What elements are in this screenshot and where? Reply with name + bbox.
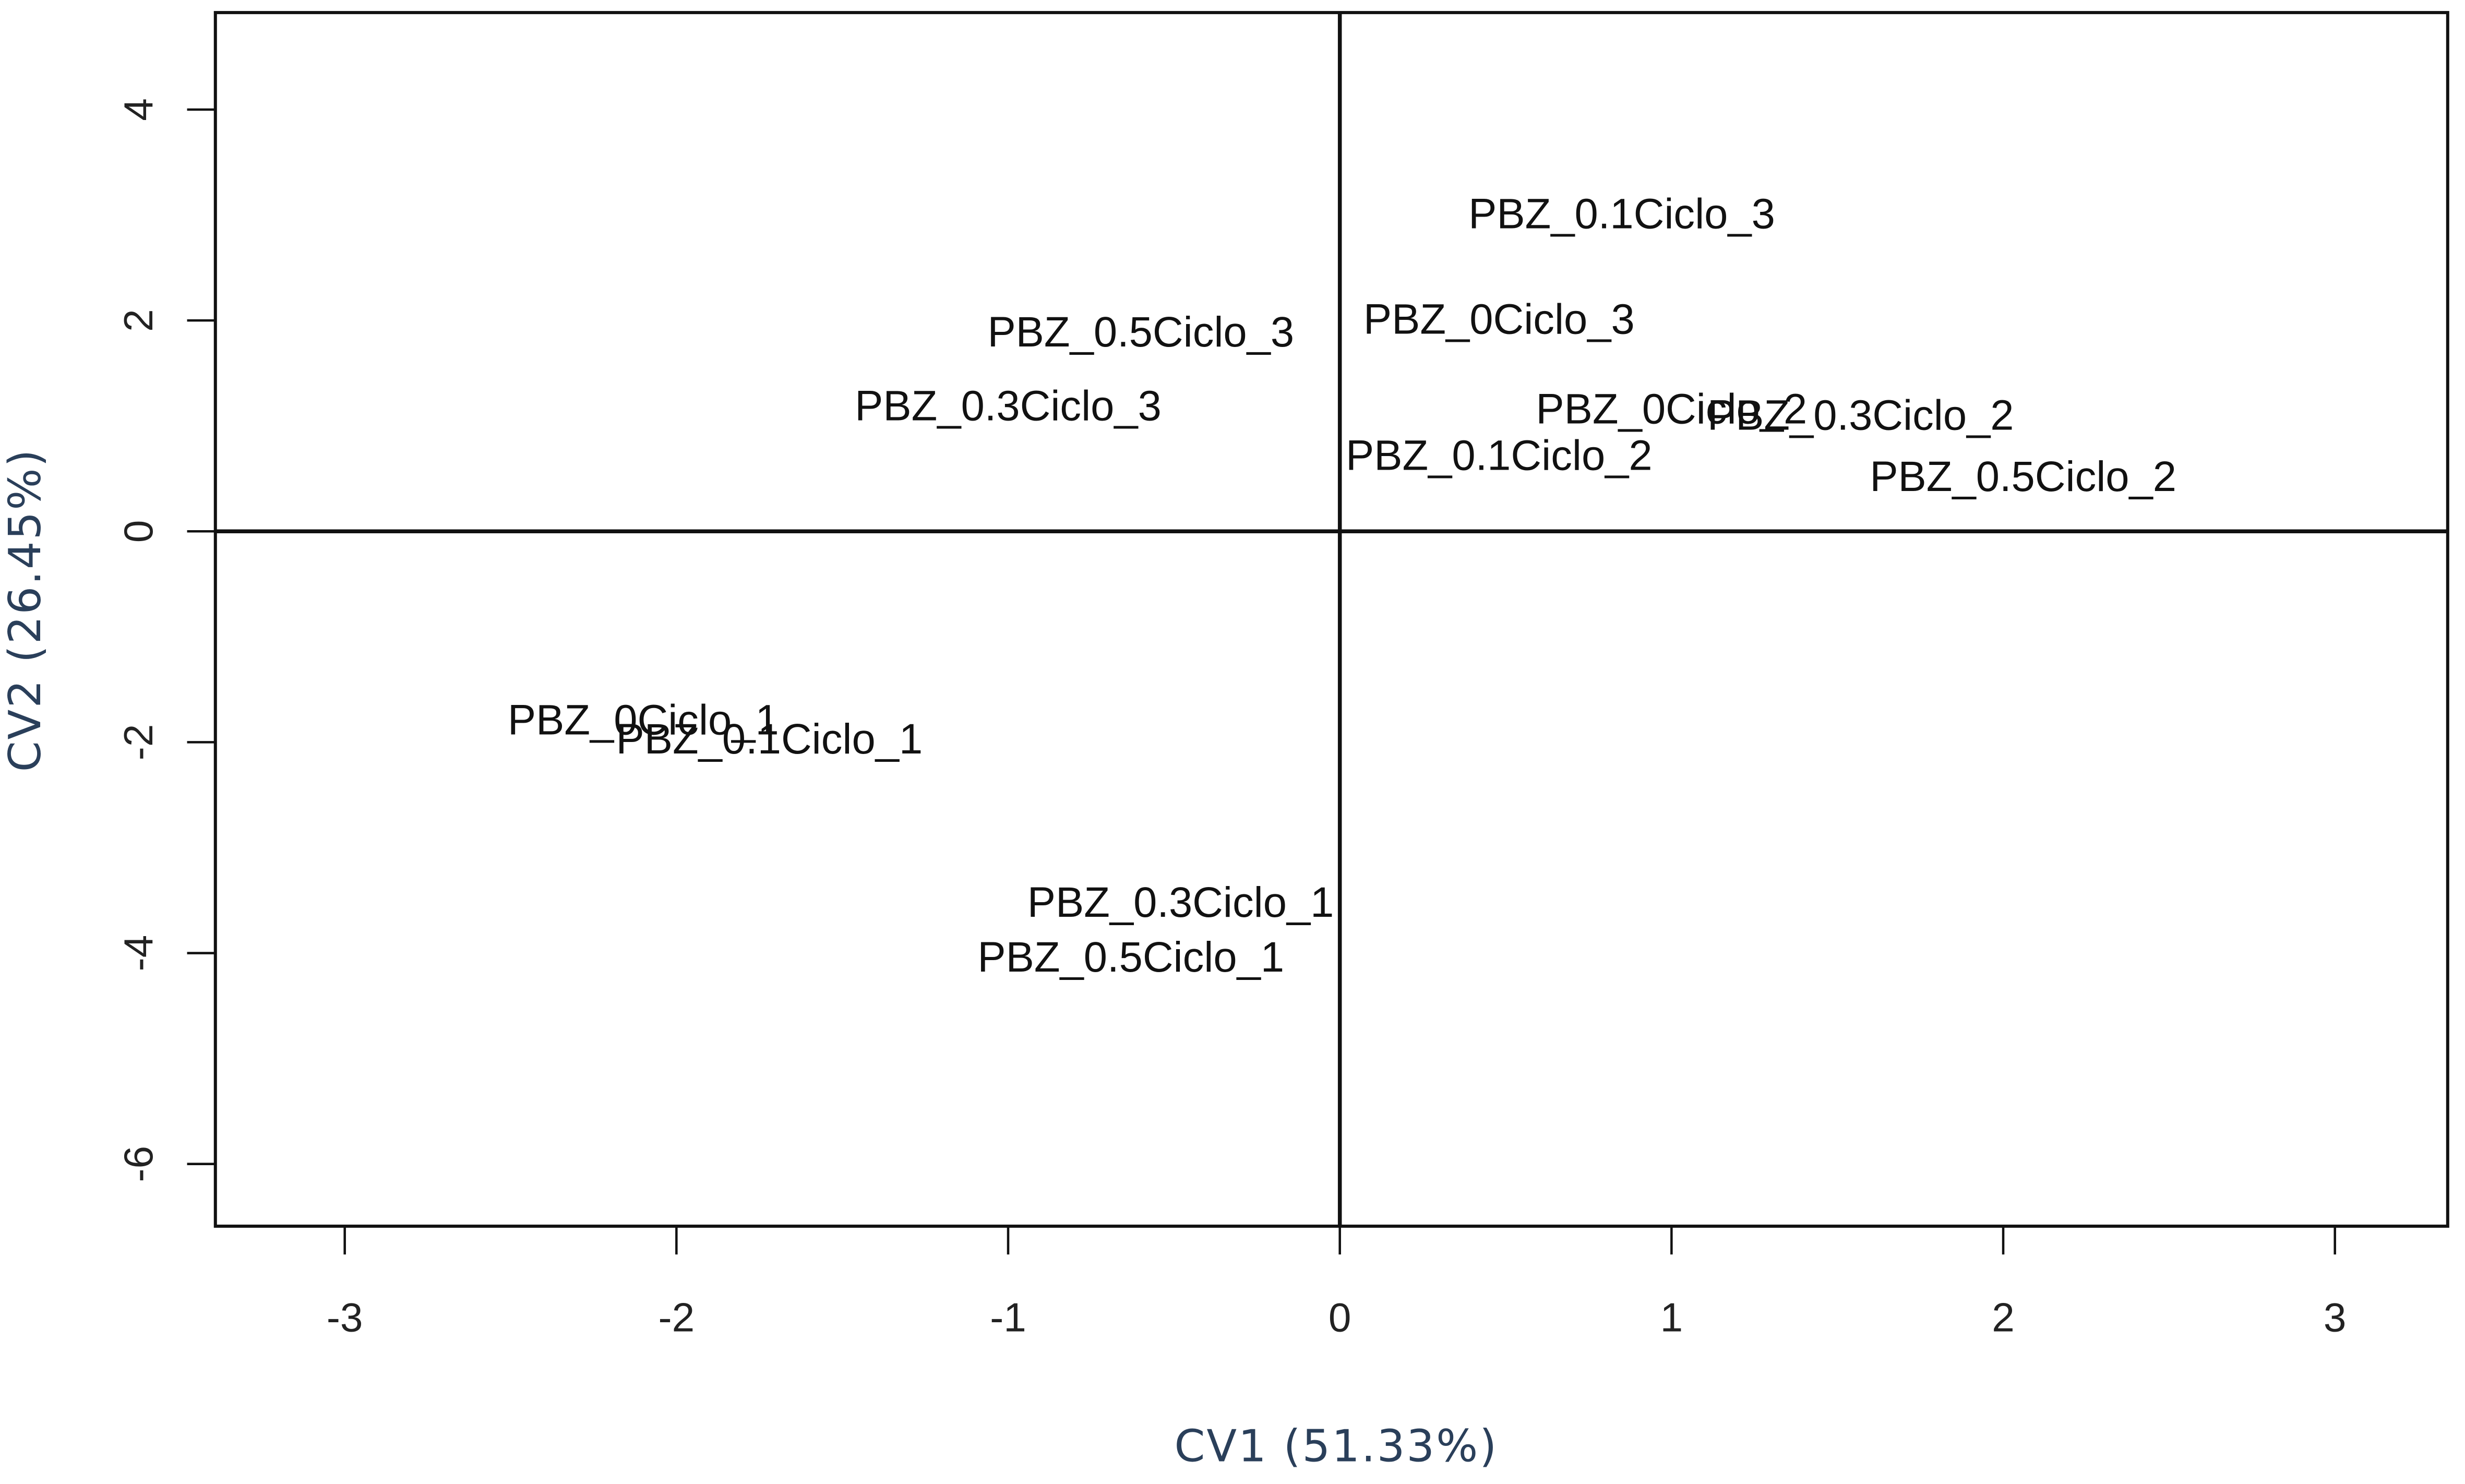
x-tick-label: -2 xyxy=(659,1294,695,1340)
y-tick-label: 4 xyxy=(115,98,161,121)
y-tick-label: -6 xyxy=(115,1146,161,1182)
x-axis-title: CV1 (51.33%) xyxy=(1175,1421,1499,1472)
point-label: PBZ_0.5Ciclo_2 xyxy=(1870,453,2176,500)
x-tick-label: 0 xyxy=(1329,1294,1351,1340)
point-label: PBZ_0Ciclo_2 xyxy=(1536,385,1807,433)
x-tick-label: 1 xyxy=(1660,1294,1683,1340)
point-label: PBZ_0.5Ciclo_3 xyxy=(987,308,1294,356)
point-label: PBZ_0.3Ciclo_1 xyxy=(1027,879,1334,926)
point-label: PBZ_0Ciclo_3 xyxy=(1363,296,1635,343)
y-tick-label: -2 xyxy=(115,724,161,761)
x-tick-label: -3 xyxy=(327,1294,363,1340)
y-tick-label: -4 xyxy=(115,935,161,972)
point-label: PBZ_0.5Ciclo_1 xyxy=(977,934,1284,981)
point-label: PBZ_0.3Ciclo_3 xyxy=(855,382,1162,429)
x-tick-label: -1 xyxy=(990,1294,1026,1340)
y-tick-label: 2 xyxy=(115,309,161,332)
x-tick-label: 3 xyxy=(2324,1294,2347,1340)
point-label: PBZ_0.1Ciclo_3 xyxy=(1468,190,1775,238)
y-tick-label: 0 xyxy=(115,520,161,543)
point-label: PBZ_0.3Ciclo_2 xyxy=(1707,392,2014,439)
point-label: PBZ_0.1Ciclo_2 xyxy=(1346,432,1653,479)
y-axis-title: CV2 (26.45%) xyxy=(0,448,51,772)
plot-frame xyxy=(213,11,2449,1228)
point-label: PBZ_0.1Ciclo_1 xyxy=(616,715,923,763)
x-tick-label: 2 xyxy=(1992,1294,2015,1340)
point-label: PBZ_0Ciclo_1 xyxy=(508,697,779,744)
